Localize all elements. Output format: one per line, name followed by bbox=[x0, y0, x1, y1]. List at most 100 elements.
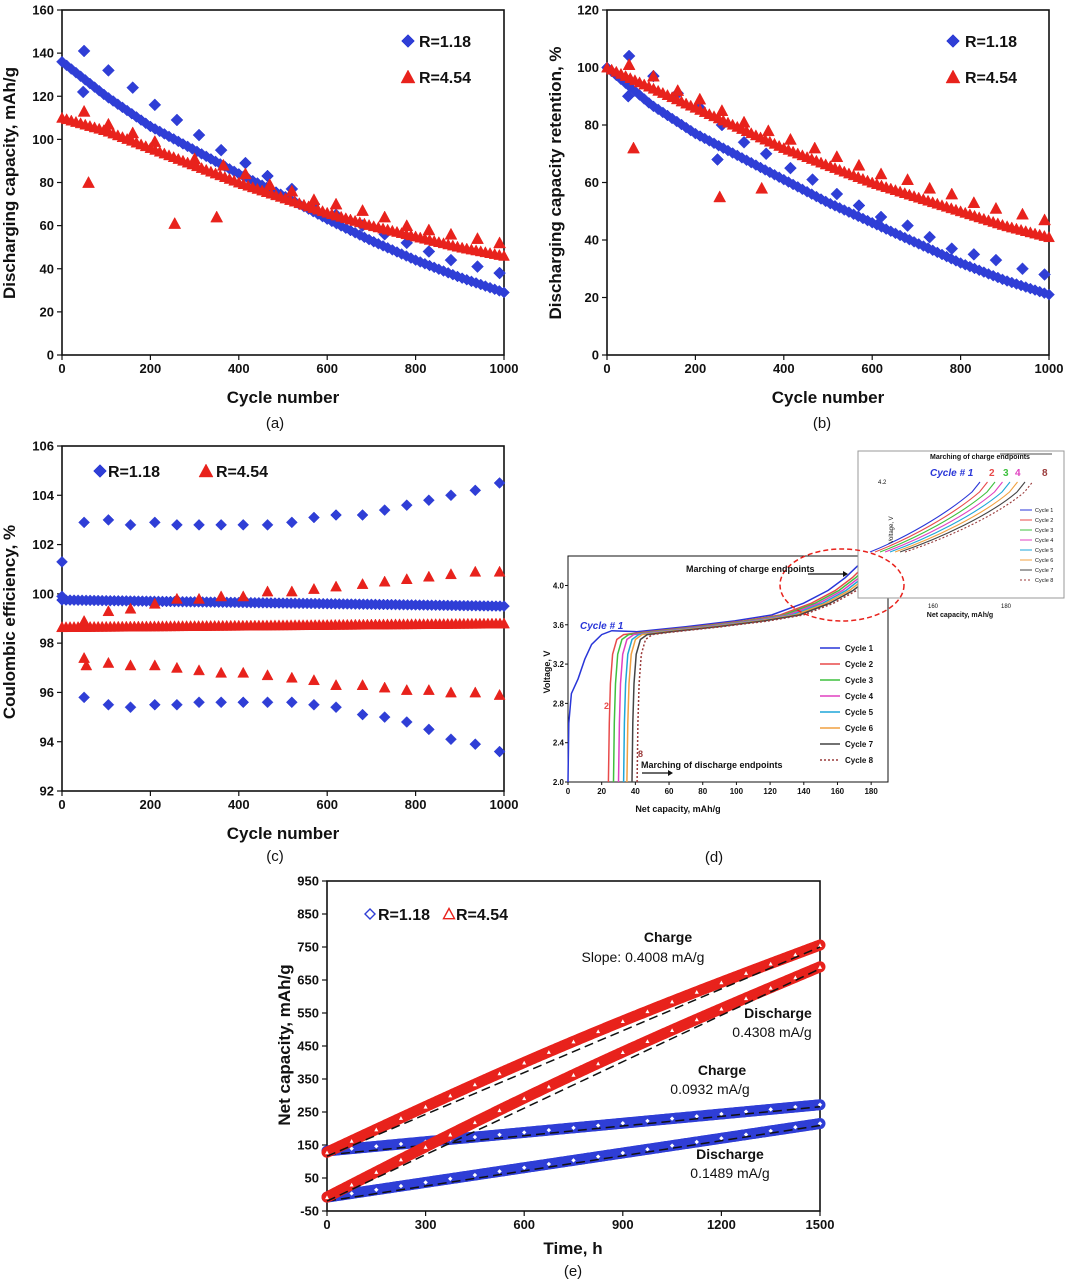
panel-a-series-2-fit-point bbox=[498, 249, 510, 261]
panel-e-series-2-line-2-sample-point bbox=[470, 1117, 480, 1126]
panel-e-series-1-line-1-sample-point bbox=[569, 1123, 578, 1133]
panel-d-ytick-label-5: 4.0 bbox=[553, 581, 565, 590]
panel-d-ylabel: Voltage, V bbox=[542, 651, 552, 694]
panel-e-blue-charge-slope: 0.0932 mA/g bbox=[670, 1081, 749, 1097]
panel-b-legend-1-label: R=1.18 bbox=[965, 34, 1017, 51]
panel-c-series-2-lower-point bbox=[80, 659, 93, 671]
panel-c-series-2-upper-point bbox=[215, 590, 228, 602]
panel-b-ytick-label-0: 0 bbox=[592, 348, 599, 363]
panel-e-series-2-line-1-sample-point bbox=[421, 1101, 430, 1110]
panel-c-series-1-upper-point bbox=[285, 516, 298, 529]
panel-e-series-2-line-1-sample-point bbox=[618, 1016, 628, 1025]
panel-d-xtick-label-4: 80 bbox=[698, 787, 707, 796]
panel-b-xlabel: Cycle number bbox=[772, 388, 885, 407]
inset-legend-7-label: Cycle 7 bbox=[1035, 568, 1053, 574]
panel-a-xtick-label-5: 1000 bbox=[490, 361, 519, 376]
panel-d-legend-4-label: Cycle 4 bbox=[845, 692, 874, 701]
panel-a-series-1-point bbox=[493, 266, 506, 280]
panel-b-series-2-point bbox=[671, 83, 685, 96]
panel-c-series-1-upper-point bbox=[193, 519, 205, 531]
panel-a-series-1-point bbox=[170, 113, 184, 127]
panel-c-series-1-upper-point bbox=[445, 489, 457, 502]
panel-b-series-2-point bbox=[737, 115, 751, 128]
panel-e-series-2-line-2-sample-point bbox=[569, 1070, 578, 1079]
panel-e-series-2-line-1-sample-point bbox=[322, 1147, 332, 1156]
panel-c-series-1-upper-point bbox=[330, 509, 342, 521]
panel-a-ytick-label-3: 60 bbox=[40, 218, 54, 233]
panel-c-series-1-lower-point bbox=[445, 733, 457, 746]
panel-b-series-1-fit-point bbox=[1043, 288, 1055, 301]
panel-d-cycle8-label: 8 bbox=[638, 749, 643, 759]
panel-d-discharge-annotation: Marching of discharge endpoints bbox=[641, 760, 783, 770]
panel-a-series-1-point bbox=[77, 44, 91, 58]
panel-b-ytick-label-5: 100 bbox=[577, 60, 599, 75]
panel-e-series-1-line-2-sample-point bbox=[569, 1156, 578, 1165]
panel-e-ytick-label-9: 850 bbox=[297, 907, 319, 922]
panel-e-series-1-line-2-sample-point bbox=[741, 1130, 751, 1139]
panel-c-series-2-upper-point bbox=[261, 585, 274, 597]
panel-b-xtick-label-3: 600 bbox=[861, 361, 883, 376]
inset-cycle1-label: Cycle # 1 bbox=[930, 468, 974, 479]
panel-c-series-2-upper-point bbox=[445, 568, 457, 580]
panel-b-series-2-point bbox=[874, 167, 888, 180]
panel-c-series-1-lower-point bbox=[148, 698, 161, 711]
inset-curve-4 bbox=[884, 481, 1003, 553]
panel-a-ytick-label-6: 120 bbox=[32, 89, 54, 104]
panel-d-ytick-label-1: 2.4 bbox=[553, 739, 565, 748]
panel-c-series-1-upper-point bbox=[308, 511, 320, 524]
panel-e-series-2-line-2-sample-point bbox=[371, 1167, 381, 1176]
panel-a-series-2-point bbox=[378, 210, 392, 223]
panel-b-series-1-point bbox=[806, 173, 819, 186]
panel-d-discharge-arrowhead bbox=[668, 770, 673, 776]
inset-legend-4-label: Cycle 4 bbox=[1035, 538, 1053, 544]
panel-c-series-1-upper-point bbox=[423, 494, 435, 507]
panel-e-series-2-line-1-sample-point bbox=[396, 1113, 406, 1122]
panel-e-series-2-line-1-sample-point bbox=[667, 996, 677, 1005]
panel-b-legend-2-marker bbox=[945, 69, 961, 84]
panel-c-series-2-lower-point bbox=[102, 656, 115, 668]
panel-d-xtick-label-8: 160 bbox=[831, 787, 845, 796]
panel-b-series-1-point bbox=[923, 230, 937, 244]
panel-a-series-1-point bbox=[261, 169, 274, 183]
panel-c-series-1-lower-point bbox=[215, 696, 227, 709]
panel-b-series-2-point bbox=[761, 124, 775, 137]
panel-e-series-1-line-1-sample-point bbox=[741, 1107, 751, 1116]
panel-c-series-2-lower-point bbox=[215, 666, 228, 678]
panel-a-series-2-point bbox=[471, 232, 484, 244]
panel-a-series-2-point bbox=[77, 104, 91, 117]
panel-e-ytick-label-6: 550 bbox=[297, 1006, 319, 1021]
panel-b-series-1-point bbox=[737, 135, 751, 149]
panel-a-series-2-point bbox=[126, 126, 140, 139]
panel-a-series-1-fit-point bbox=[498, 286, 510, 299]
panel-c-series-1-lower-point bbox=[285, 696, 298, 709]
panel-b-series-2-point bbox=[646, 69, 660, 82]
panel-a-series-2-point bbox=[285, 184, 299, 197]
panel-c-series-1-lower-point bbox=[330, 701, 342, 714]
panel-e-series-2-line-2-sample-point bbox=[347, 1179, 357, 1188]
panel-c-series-2-lower-point bbox=[356, 679, 369, 690]
panel-c-series-2-lower-point bbox=[193, 664, 205, 676]
panel-a-ytick-label-0: 0 bbox=[47, 348, 54, 363]
panel-e-ytick-label-0: -50 bbox=[300, 1204, 319, 1219]
panel-b-xtick-label-2: 400 bbox=[773, 361, 795, 376]
panel-e-series-2-line-1-sample-point bbox=[347, 1136, 357, 1145]
panel-e-series-2-line-2-sample-point bbox=[519, 1093, 529, 1102]
panel-c-series-1-upper-point bbox=[356, 509, 369, 521]
panel-d-xtick-label-5: 100 bbox=[730, 787, 744, 796]
inset-legend-1-label: Cycle 1 bbox=[1035, 508, 1053, 514]
panel-e-legend-2-label: R=4.54 bbox=[456, 907, 508, 924]
panel-a-series-2-point bbox=[216, 158, 230, 171]
inset-curve-8 bbox=[904, 481, 1033, 553]
panel-c-xtick-label-1: 200 bbox=[140, 797, 162, 812]
panel-d-highlight-ellipse bbox=[779, 548, 905, 622]
panel-c-series-2-upper-point bbox=[171, 592, 183, 604]
panel-c-ylabel: Coulombic efficiency, % bbox=[0, 525, 19, 719]
panel-e-series-2-line-2-sample-point bbox=[667, 1025, 677, 1034]
panel-c-series-2-upper-point bbox=[148, 597, 161, 609]
panel-c-series-2-lower-point bbox=[285, 671, 298, 683]
panel-c-series-1-upper-point bbox=[237, 519, 250, 531]
panel-d-xtick-label-0: 0 bbox=[566, 787, 571, 796]
panel-a-series-2-point bbox=[239, 167, 252, 180]
panel-e-series-2-line-2-sample-point bbox=[396, 1154, 406, 1163]
